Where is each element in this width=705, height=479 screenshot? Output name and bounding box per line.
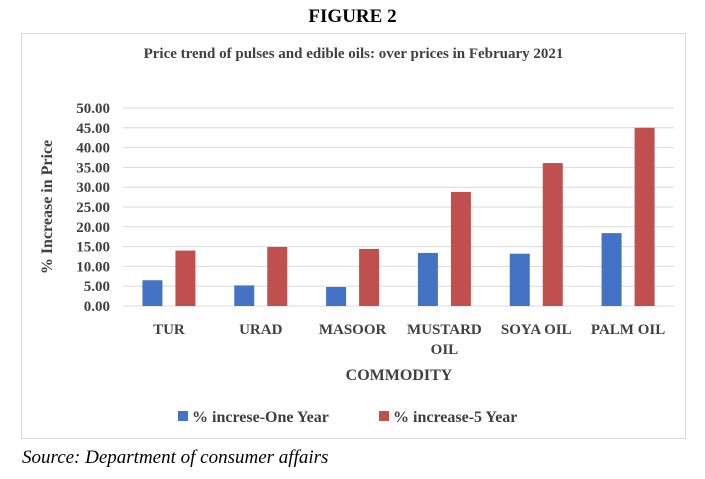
bar-five-year [542,163,563,306]
category-label: MUSTARD OIL [407,322,482,358]
y-tick-label: 40.00 [76,141,110,157]
y-tick-label: 45.00 [76,121,110,137]
bar-one-year [326,286,347,306]
legend-swatch [379,411,389,421]
bar-one-year [509,253,530,306]
category-label: MASOOR [319,322,387,338]
category-labels: TUR URAD MASOOR MUSTARD OIL SOYA OIL PALM OIL [153,322,665,358]
y-axis-title: % Increase in Price [39,140,56,274]
y-tick-labels: 0.00 5.00 10.00 15.00 20.00 25.00 30.00 35.00 40… [76,101,110,315]
y-tick-label: 20.00 [76,220,110,236]
figure-label: FIGURE 2 [308,6,397,27]
bar-one-year [417,252,438,306]
y-tick-label: 5.00 [84,279,110,295]
legend-label: % increse-One Year [192,409,329,426]
legend: % increse-One Year % increase-5 Year [178,409,517,426]
y-tick-label: 10.00 [76,259,110,275]
category-label: PALM OIL [591,322,665,338]
y-tick-label: 30.00 [76,180,110,196]
source-note: Source: Department of consumer affairs [22,447,329,468]
bar-layer [142,127,655,306]
bar-five-year [267,246,288,306]
bar-one-year [142,280,163,306]
grid-layer [123,107,674,307]
y-tick-label: 0.00 [84,299,110,315]
bar-five-year [175,250,196,306]
legend-label: % increase-5 Year [393,409,517,426]
bar-five-year [450,191,471,306]
category-label: SOYA OIL [501,322,572,338]
bar-one-year [601,233,622,306]
x-axis-title: COMMODITY [346,367,453,384]
category-label: URAD [239,322,282,338]
y-tick-label: 35.00 [76,160,110,176]
bar-five-year [359,248,380,306]
chart-title: Price trend of pulses and edible oils: o… [143,46,564,62]
bar-five-year [634,127,655,306]
category-label: TUR [153,322,185,338]
y-tick-label: 15.00 [76,240,110,256]
bar-one-year [234,285,255,306]
chart-box: Price trend of pulses and edible oils: o… [21,33,686,439]
chart-svg: 0.00 5.00 10.00 15.00 20.00 25.00 30.00 35.00 40… [39,101,674,426]
y-tick-label: 25.00 [76,200,110,216]
y-tick-label: 50.00 [76,101,110,117]
legend-swatch [178,411,188,421]
